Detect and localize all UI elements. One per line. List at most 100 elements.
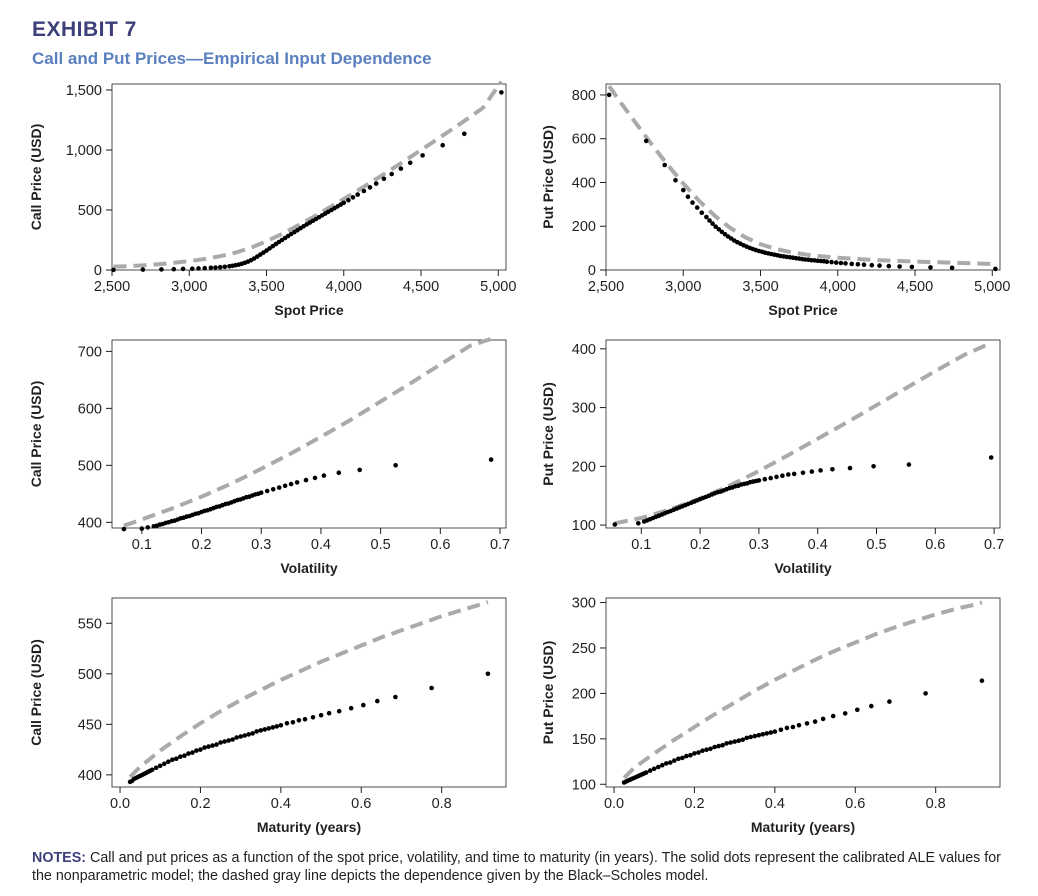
ale-dot: [886, 263, 892, 269]
ale-dot: [712, 744, 717, 750]
ale-dot: [752, 733, 758, 739]
ale-dot: [196, 266, 201, 271]
x-tick-label: 0.3: [749, 537, 769, 553]
ale-dot: [258, 490, 264, 496]
x-tick-label: 5,000: [480, 279, 516, 295]
ale-dot: [206, 744, 211, 749]
ale-dot: [871, 464, 876, 469]
ale-dot: [736, 738, 741, 743]
ale-dot: [869, 262, 875, 268]
ale-dot: [178, 754, 183, 759]
ale-dot: [296, 718, 302, 723]
ale-dot: [812, 719, 818, 724]
ale-dot: [988, 455, 994, 460]
ale-dot: [270, 487, 276, 492]
ale-dot: [949, 265, 955, 271]
ale-dot: [887, 699, 892, 704]
x-tick-label: 2,500: [588, 279, 624, 295]
y-tick-label: 300: [572, 401, 596, 417]
ale-dot: [774, 474, 779, 480]
ale-dot: [145, 525, 151, 530]
ale-dot: [676, 756, 681, 762]
ale-dot: [194, 748, 199, 753]
ale-dot: [796, 722, 802, 728]
x-tick-label: 0.7: [490, 537, 510, 553]
y-axis-label: Put Price (USD): [540, 382, 556, 485]
ale-dot: [800, 470, 806, 476]
ale-dot: [202, 265, 207, 271]
x-axis-label: Maturity (years): [751, 819, 855, 835]
ale-dot: [993, 266, 998, 272]
y-tick-label: 200: [572, 686, 596, 702]
ale-dot: [707, 218, 712, 223]
ale-dot: [748, 734, 753, 740]
ale-dot: [214, 742, 219, 747]
bs-line: [128, 600, 489, 779]
ale-dot: [294, 480, 300, 485]
y-tick-label: 100: [572, 777, 596, 793]
x-tick-label: 4,500: [403, 279, 439, 295]
ale-dot: [270, 725, 276, 730]
ale-dot: [692, 751, 697, 756]
plot-frame: [605, 597, 1001, 788]
x-tick-label: 3,500: [248, 279, 284, 295]
ale-dot: [685, 194, 691, 199]
ale-dot: [278, 723, 284, 728]
ale-dot: [190, 266, 195, 272]
ale-dot: [713, 224, 718, 229]
ale-dot: [756, 478, 762, 483]
x-tick-label: 0.5: [866, 537, 886, 553]
y-tick-label: 0: [588, 263, 596, 279]
ale-dot: [923, 691, 928, 696]
ale-dot: [488, 457, 494, 462]
charts-canvas: 0 500 1,000 1,500 2,500 3,000 3,500 4,000 4,500 5…: [28, 80, 1010, 835]
chart-call-mat: 400 450 500 550 0.0 0.2 0.4 0.6 0.8 Maturity (yea…: [28, 597, 507, 835]
x-tick-label: 0.2: [684, 796, 704, 812]
ale-dot: [764, 731, 770, 736]
x-tick-label: 3,000: [171, 279, 207, 295]
ale-dot: [375, 698, 380, 704]
x-axis-label: Volatility: [774, 560, 832, 576]
y-tick-label: 300: [572, 596, 596, 612]
ale-dot: [768, 730, 774, 735]
ale-dot: [166, 759, 171, 764]
ale-dot: [238, 734, 243, 739]
ale-dot: [833, 260, 839, 265]
ale-dot: [784, 725, 790, 731]
y-tick-label: 400: [572, 342, 596, 358]
ale-dot: [651, 766, 657, 772]
x-tick-label: 0.4: [765, 796, 785, 812]
ale-dot: [234, 735, 239, 740]
ale-dot: [869, 703, 874, 709]
ale-dot: [485, 671, 491, 677]
ale-dot: [121, 526, 127, 532]
x-tick-label: 0.6: [351, 796, 371, 812]
y-tick-label: 450: [78, 717, 102, 733]
ale-dot: [724, 741, 729, 746]
ale-dot: [310, 715, 316, 720]
ale-dot: [318, 712, 324, 718]
ale-dot: [348, 705, 354, 711]
ale-dot: [250, 731, 255, 736]
bs-line: [622, 600, 983, 780]
ale-dot: [218, 740, 223, 745]
ale-dot: [420, 153, 425, 158]
ale-dot: [254, 729, 259, 734]
ale-dot: [326, 710, 332, 716]
ale-dot: [664, 761, 669, 766]
plot-frame: [111, 597, 507, 788]
ale-dot: [186, 751, 191, 756]
ale-dot: [157, 763, 163, 769]
ale-dot: [367, 185, 373, 190]
ale-dot: [684, 753, 689, 759]
ale-dot: [818, 468, 823, 473]
ale-dot: [274, 724, 280, 729]
ale-dot: [140, 267, 146, 272]
ale-dot: [230, 737, 235, 742]
ale-dot: [153, 765, 159, 771]
ale-dot: [847, 465, 853, 471]
ale-dot: [170, 757, 175, 762]
ale-dot: [159, 267, 164, 272]
ale-dot: [246, 732, 251, 737]
y-tick-label: 1,000: [66, 143, 102, 159]
